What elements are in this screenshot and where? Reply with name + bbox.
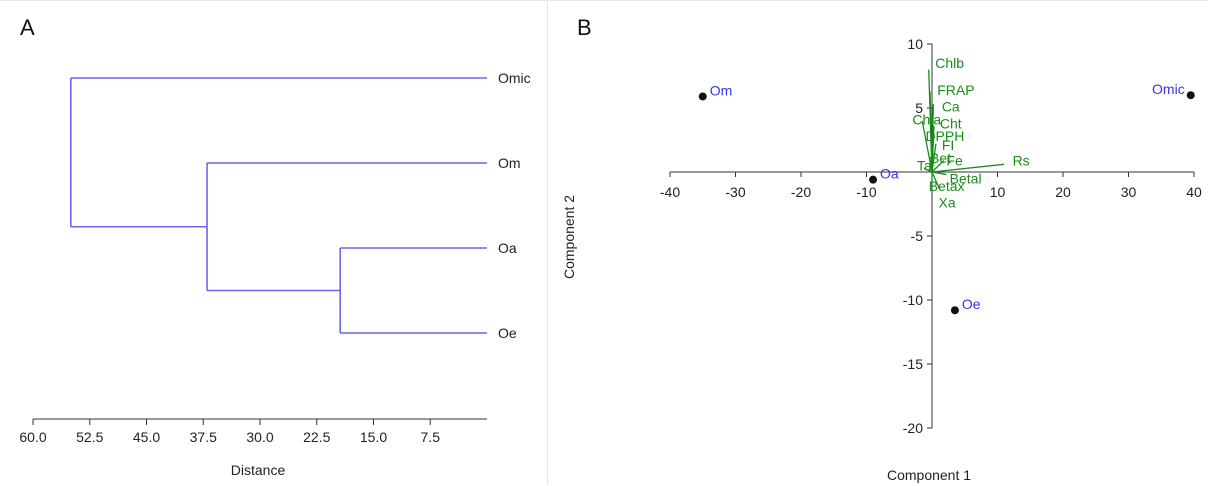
point-label-oe: Oe [962,296,981,312]
point-label-oa: Oa [880,166,899,182]
vector-label-betax: Betax [929,178,965,194]
vector-xa [931,171,941,191]
x-tick-label: -20 [791,184,811,200]
panel-label-a: A [20,15,35,40]
point-omic [1186,91,1195,100]
vector-chla [921,120,933,173]
dendrogram-panel: A Omic Om Oa Oe 60.0 52.5 45.0 37.5 30.0 22.5 15.0… [0,0,548,485]
vector-label-cht: Cht [940,115,962,131]
x-tick-label: -30 [725,184,745,200]
x-tick-label: 45.0 [133,429,160,445]
vector-fi [931,143,937,173]
vector-rs [931,163,1005,173]
dendrogram-svg: Omic Om Oa Oe 60.0 52.5 45.0 37.5 30.0 22.5 15.0 7.… [19,70,531,478]
point-om [698,92,707,101]
vector-label-betal: Betal [950,170,982,186]
x-tick-label: 40 [1186,184,1202,200]
vector-fe [931,160,945,173]
x-tick-label: 30 [1121,184,1137,200]
y-tick-label: 5 [915,100,923,116]
biplot-svg: -40 -30 -20 -10 10 20 30 40 10 5 -5 -10 -15 -20 Compon… [561,36,1202,483]
y-tick-label: -5 [911,228,924,244]
panel-label-b: B [577,15,592,40]
x-tick-label: 60.0 [19,429,46,445]
vector-label-dpph: DPPH [925,128,964,144]
x-tick-label: 22.5 [303,429,330,445]
vector-label-chla: Chla [912,112,941,128]
vector-label-ta: Ta [917,158,932,174]
vector-label-fe: Fe [946,152,963,168]
leaf-label-om: Om [498,155,521,171]
y-axis-title: Component 2 [561,195,577,279]
vector-label-frap: FRAP [937,82,974,98]
x-tick-label: 15.0 [360,429,387,445]
vector-label-rs: Rs [1013,152,1030,168]
x-axis-title: Component 1 [887,467,971,483]
x-tick-label: 20 [1055,184,1071,200]
x-axis-title: Distance [231,462,286,478]
vector-label-ca: Ca [942,99,960,115]
leaf-label-oe: Oe [498,325,517,341]
biplot-panel: B -40 -30 -20 -10 10 20 30 40 10 5 -5 -10 -15 -20 Comp… [549,0,1208,485]
leaf-label-oa: Oa [498,240,517,256]
y-tick-label: -15 [903,356,923,372]
vector-label-bet: Bet [930,150,951,166]
x-tick-label: -40 [660,184,680,200]
vector-label-fi: FI [942,137,954,153]
point-oe [950,306,959,315]
point-label-om: Om [710,82,733,98]
vector-label-xa: Xa [939,195,956,211]
point-oa [869,175,878,184]
y-tick-label: -20 [903,420,923,436]
vector-bet [930,156,933,173]
point-label-omic: Omic [1152,81,1185,97]
x-tick-label: 37.5 [190,429,217,445]
x-tick-label: -10 [856,184,876,200]
x-tick-label: 52.5 [76,429,103,445]
leaf-label-omic: Omic [498,70,531,86]
x-tick-label: 30.0 [246,429,273,445]
x-tick-label: 10 [990,184,1006,200]
vector-betal [931,171,947,176]
vector-label-chlb: Chlb [935,55,964,71]
y-tick-label: 10 [907,36,923,52]
vector-ta [923,167,933,173]
y-tick-label: -10 [903,292,923,308]
x-tick-label: 7.5 [421,429,441,445]
